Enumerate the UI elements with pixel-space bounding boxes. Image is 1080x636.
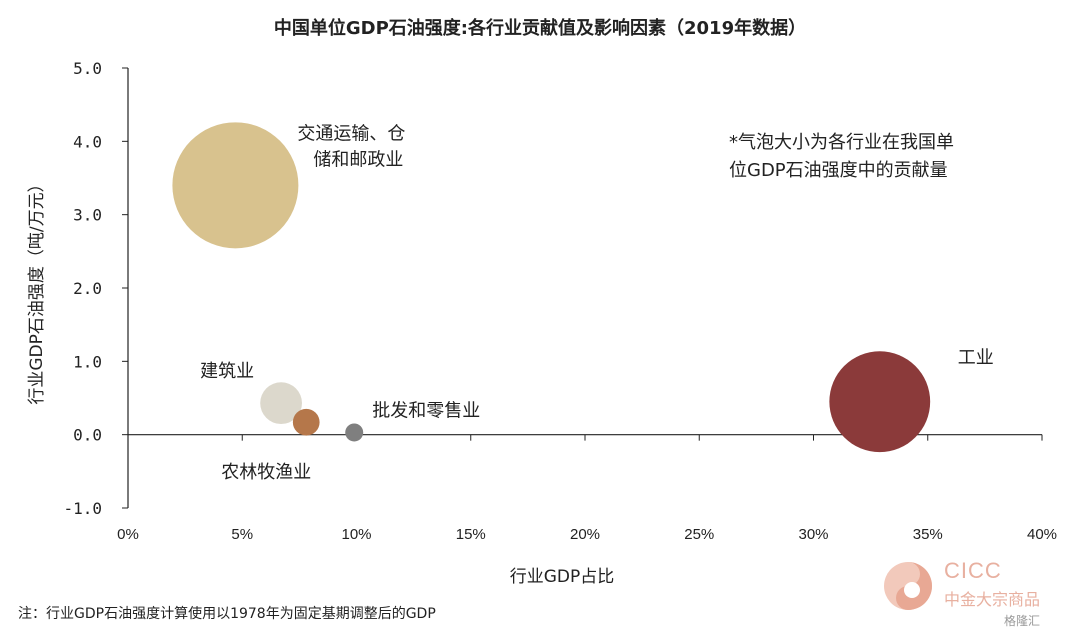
bubble-label: 农林牧渔业 xyxy=(221,462,311,483)
x-tick-label: 30% xyxy=(798,526,828,543)
watermark: 格隆汇 xyxy=(1004,612,1040,629)
y-tick-label: 1.0 xyxy=(73,352,102,371)
y-tick-label: 4.0 xyxy=(73,132,102,151)
x-tick-label: 15% xyxy=(456,526,486,543)
y-tick-label: 2.0 xyxy=(73,279,102,298)
x-tick-label: 25% xyxy=(684,526,714,543)
logo-text-en: CICC xyxy=(944,558,1002,584)
bubble-point xyxy=(172,122,298,248)
footnote: 注：行业GDP石油强度计算使用以1978年为固定基期调整后的GDP xyxy=(18,603,436,623)
bubble-point xyxy=(829,351,930,452)
x-tick-label: 10% xyxy=(341,526,371,543)
bubble-label: 批发和零售业 xyxy=(372,400,480,421)
x-tick-label: 20% xyxy=(570,526,600,543)
x-tick-label: 5% xyxy=(231,526,253,543)
y-tick-label: 3.0 xyxy=(73,206,102,225)
logo-text-cn: 中金大宗商品 xyxy=(944,586,1040,610)
logo-emblem-icon xyxy=(882,560,934,612)
x-tick-label: 40% xyxy=(1027,526,1057,543)
bubble-label: 建筑业 xyxy=(200,361,254,382)
y-tick-label: 5.0 xyxy=(73,59,102,78)
bubble-label: 交通运输、仓 xyxy=(297,123,405,144)
x-axis-label: 行业GDP占比 xyxy=(510,567,615,587)
y-axis-label: 行业GDP石油强度（吨/万元） xyxy=(27,175,47,404)
x-tick-label: 35% xyxy=(913,526,943,543)
x-tick-label: 0% xyxy=(117,526,139,543)
y-tick-label: 0.0 xyxy=(73,426,102,445)
size-annotation: *气泡大小为各行业在我国单 xyxy=(729,132,954,153)
bubble-point xyxy=(345,423,363,441)
bubble-label: 工业 xyxy=(958,348,994,369)
size-annotation: 位GDP石油强度中的贡献量 xyxy=(729,160,948,181)
y-tick-label: -1.0 xyxy=(63,499,102,518)
bubble-point xyxy=(293,409,320,436)
cicc-logo: CICC 中金大宗商品 xyxy=(882,556,1072,616)
bubble-label: 储和邮政业 xyxy=(313,149,403,170)
